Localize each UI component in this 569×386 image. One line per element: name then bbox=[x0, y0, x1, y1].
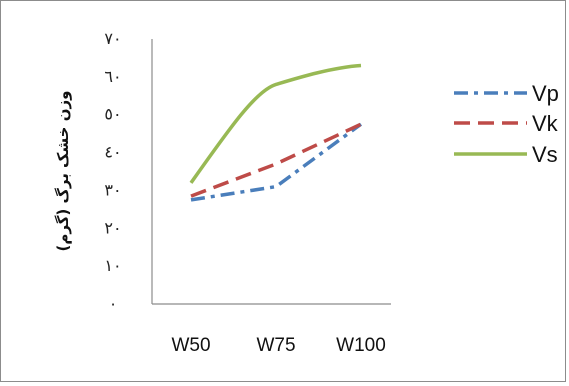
y-tick-label: ٧٠ bbox=[104, 29, 121, 48]
series-line-vk bbox=[190, 122, 362, 198]
y-tick-label: ٣٠ bbox=[104, 180, 121, 199]
x-tick-label: W75 bbox=[256, 335, 295, 356]
legend: Vp Vk Vs bbox=[454, 81, 559, 167]
y-tick-labels: ٠ ١٠ ٢٠ ٣٠ ٤٠ ٥٠ ٦٠ ٧٠ bbox=[104, 29, 121, 313]
x-tick-label: W100 bbox=[336, 335, 386, 356]
y-tick-label: ٤٠ bbox=[104, 143, 121, 162]
y-tick-label: ٦٠ bbox=[104, 67, 121, 86]
y-axis-label: وزن خشک برگ (گرم) bbox=[54, 91, 72, 252]
y-tick-label: ٥٠ bbox=[104, 105, 121, 124]
series-line-vp bbox=[190, 122, 363, 202]
y-tick-label: ٠ bbox=[109, 294, 118, 313]
x-tick-label: W50 bbox=[171, 335, 210, 356]
y-tick-label: ٢٠ bbox=[104, 218, 121, 237]
series-lines bbox=[189, 63, 363, 202]
legend-label-vs: Vs bbox=[532, 142, 558, 167]
series-line-vs bbox=[189, 63, 362, 184]
legend-label-vk: Vk bbox=[532, 111, 559, 136]
axes bbox=[151, 39, 391, 305]
y-tick-label: ١٠ bbox=[104, 256, 121, 275]
x-tick-labels: W50 W75 W100 bbox=[171, 335, 385, 356]
legend-label-vp: Vp bbox=[532, 81, 559, 106]
